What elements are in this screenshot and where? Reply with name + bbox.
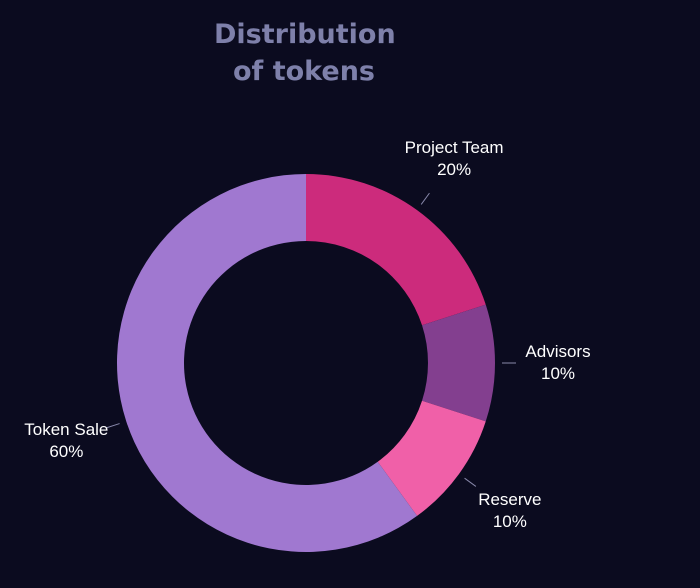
- leader-line: [106, 423, 120, 429]
- leader-line: [464, 477, 477, 487]
- slice-value-label: 10%: [493, 512, 527, 531]
- slice-label: Project Team: [405, 138, 504, 157]
- slice-label: Reserve: [478, 490, 541, 509]
- donut-segment: [422, 304, 495, 422]
- donut-segment: [116, 174, 418, 552]
- slice-value-label: 20%: [437, 160, 471, 179]
- slice-label: Token Sale: [24, 420, 108, 439]
- leader-line: [420, 192, 430, 205]
- slice-value-label: 10%: [541, 364, 575, 383]
- slice-label: Advisors: [525, 342, 590, 361]
- donut-segment: [377, 400, 486, 516]
- slice-value-label: 60%: [49, 442, 83, 461]
- donut-segment: [306, 174, 486, 326]
- chart-title: Distribution of tokens: [214, 19, 396, 87]
